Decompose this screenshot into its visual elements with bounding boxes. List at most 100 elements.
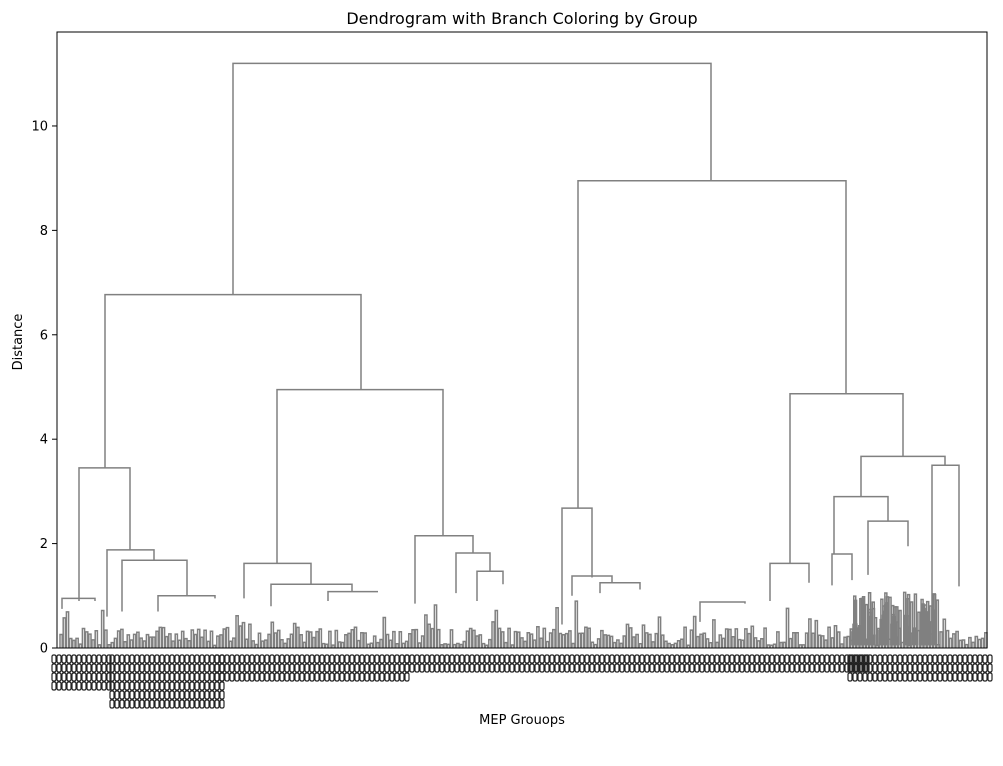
leaf-label-mark [564, 654, 570, 664]
leaf-label-mark [479, 654, 485, 664]
leaf-link [465, 630, 470, 648]
leaf-label-mark [829, 663, 835, 673]
leaf-link [408, 632, 412, 648]
leaf-label-mark [982, 654, 988, 664]
leaf-link [299, 633, 303, 648]
leaf-label-mark [927, 654, 933, 664]
leaf-label-mark [174, 663, 180, 673]
leaf-link [785, 607, 790, 648]
leaf-label-mark [369, 654, 375, 664]
leaf-link [945, 629, 950, 648]
leaf-label-mark [204, 672, 210, 682]
leaf-label-mark [149, 681, 155, 691]
leaf-label-mark [86, 681, 92, 691]
leaf-link [171, 640, 175, 648]
leaf-label-mark [862, 654, 868, 664]
leaf-label-mark [149, 699, 155, 709]
leaf-label-mark [124, 672, 130, 682]
leaf-label-mark [109, 672, 115, 682]
leaf-label-mark [754, 663, 760, 673]
leaf-label-mark [509, 663, 515, 673]
dendrogram-link [157, 595, 216, 612]
leaf-label-mark [857, 654, 863, 664]
leaf-link [91, 639, 95, 648]
dendrogram-link [571, 575, 613, 596]
leaf-label-mark [749, 654, 755, 664]
leaf-label-mark [209, 681, 215, 691]
leaf-label-mark [209, 663, 215, 673]
leaf-link [209, 630, 214, 648]
leaf-label-mark [714, 654, 720, 664]
leaf-label-mark [824, 654, 830, 664]
leaf-link [651, 641, 655, 648]
leaf-link [62, 617, 67, 648]
leaf-link [462, 640, 467, 648]
leaf-label-mark [504, 663, 510, 673]
leaf-label-mark [339, 654, 345, 664]
leaf-label-mark [629, 654, 635, 664]
leaf-link [673, 642, 678, 648]
leaf-label-mark [524, 663, 530, 673]
leaf-label-mark [66, 681, 72, 691]
leaf-link [136, 631, 140, 648]
leaf-label-mark [114, 681, 120, 691]
leaf-label-mark [219, 654, 225, 664]
leaf-link [961, 639, 966, 648]
leaf-link [379, 638, 383, 648]
leaf-label-mark [544, 663, 550, 673]
leaf-label-mark [394, 663, 400, 673]
leaf-link [571, 642, 575, 648]
leaf-label-mark [654, 654, 660, 664]
leaf-link [344, 634, 348, 648]
leaf-link [912, 627, 917, 646]
leaf-label-mark [872, 672, 878, 682]
leaf-label-mark [51, 663, 57, 673]
leaf-label-mark [314, 672, 320, 682]
leaf-label-mark [634, 663, 640, 673]
leaf-link [590, 641, 595, 648]
leaf-label-mark [76, 663, 82, 673]
leaf-label-mark [324, 672, 330, 682]
leaf-label-mark [499, 663, 505, 673]
leaf-label-mark [214, 699, 220, 709]
leaf-link [507, 627, 511, 648]
leaf-link [737, 638, 742, 648]
leaf-label-mark [534, 654, 540, 664]
leaf-label-mark [199, 663, 205, 673]
leaf-label-mark [654, 663, 660, 673]
leaf-link [360, 632, 364, 648]
leaf-link [859, 597, 863, 646]
leaf-link [139, 637, 143, 648]
leaf-link [328, 630, 332, 648]
leaf-link [331, 644, 335, 648]
leaf-label-mark [774, 663, 780, 673]
leaf-label-mark [719, 654, 725, 664]
leaf-link [308, 631, 313, 648]
leaf-label-mark [209, 654, 215, 664]
leaf-label-mark [779, 663, 785, 673]
leaf-label-mark [764, 654, 770, 664]
leaf-link [584, 626, 588, 648]
leaf-link [734, 628, 739, 648]
leaf-link [244, 638, 249, 648]
y-tick-label: 4 [40, 433, 48, 448]
leaf-link [222, 628, 227, 648]
leaf-label-mark [549, 663, 555, 673]
leaf-label-mark [659, 663, 665, 673]
leaf-label-mark [119, 663, 125, 673]
leaf-link [318, 628, 323, 648]
leaf-link [129, 639, 134, 648]
leaf-label-mark [769, 663, 775, 673]
leaf-label-mark [239, 663, 245, 673]
leaf-link [632, 636, 636, 648]
leaf-label-mark [867, 672, 873, 682]
leaf-label-mark [684, 663, 690, 673]
dendrogram-link [561, 507, 593, 625]
leaf-link [376, 641, 380, 648]
leaf-label-mark [539, 663, 545, 673]
leaf-label-mark [91, 681, 97, 691]
leaf-label-mark [159, 681, 165, 691]
leaf-label-mark [584, 663, 590, 673]
leaf-label-mark [814, 663, 820, 673]
